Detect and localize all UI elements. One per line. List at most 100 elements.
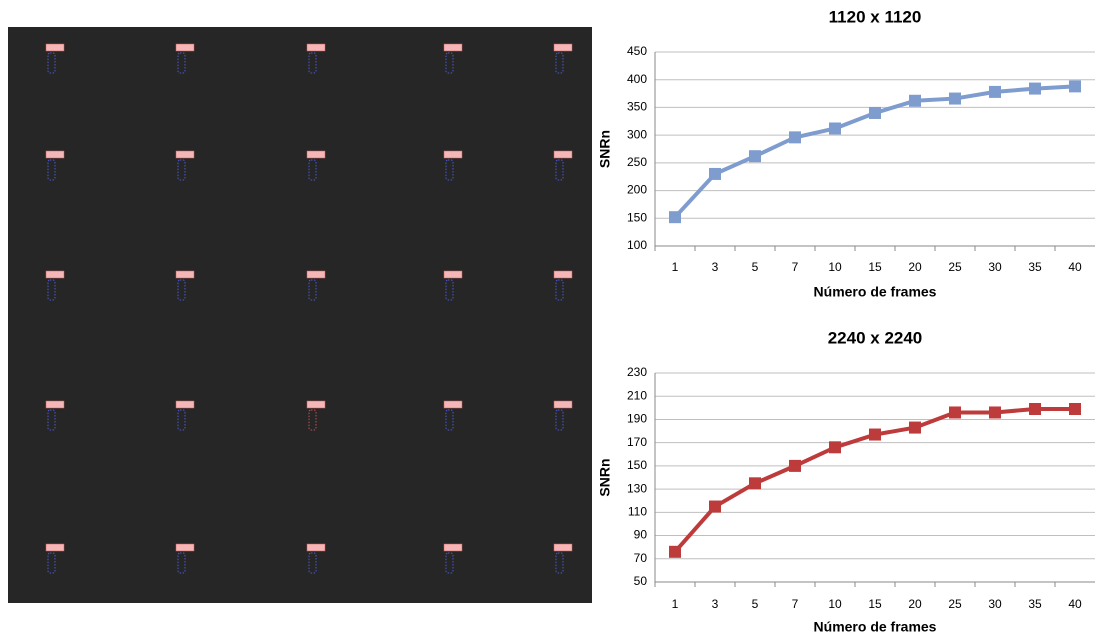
data-point [669,211,681,224]
y-tick-label: 190 [627,412,647,426]
x-tick-label: 35 [1028,260,1042,274]
roi-outline [177,159,186,181]
roi-label [45,543,65,552]
y-tick-label: 130 [627,481,647,495]
data-point [789,131,801,144]
chart-title: 2240 x 2240 [828,328,923,347]
micrograph [8,27,592,603]
roi-markers [45,43,573,574]
x-tick-label: 7 [792,597,799,611]
y-tick-label: 150 [627,458,647,472]
data-point [829,441,841,454]
data-point [1029,402,1041,415]
data-point [949,406,961,419]
y-tick-label: 400 [627,72,647,86]
y-tick-label: 150 [627,210,647,224]
data-point [1029,82,1041,95]
roi-label [553,150,573,159]
roi-label [45,400,65,409]
y-tick-label: 70 [634,551,648,565]
roi-outline [47,552,56,574]
roi-label [175,150,195,159]
data-point [669,545,681,558]
y-axis-label: SNRn [597,130,613,168]
roi-label [553,270,573,279]
roi-outline [555,279,564,301]
x-tick-label: 10 [828,597,842,611]
x-tick-label: 30 [988,260,1002,274]
x-tick-label: 3 [712,260,719,274]
roi-outline [177,279,186,301]
x-tick-label: 20 [908,260,922,274]
roi-outline [555,409,564,431]
y-tick-label: 50 [634,574,648,588]
x-tick-label: 15 [868,597,882,611]
x-tick-label: 20 [908,597,922,611]
y-tick-label: 90 [634,528,648,542]
x-tick-label: 5 [752,260,759,274]
roi-label [443,543,463,552]
x-tick-label: 40 [1068,597,1082,611]
roi-outline [308,409,317,431]
roi-label [306,43,326,52]
roi-outline [445,279,454,301]
roi-label [175,270,195,279]
data-point [989,85,1001,98]
data-point [709,167,721,180]
roi-outline [308,159,317,181]
x-tick-label: 40 [1068,260,1082,274]
roi-outline [47,52,56,74]
roi-outline [308,279,317,301]
roi-outline [555,552,564,574]
x-tick-label: 25 [948,597,962,611]
roi-outline [445,552,454,574]
data-point [949,92,961,105]
y-tick-label: 110 [628,505,647,519]
roi-label [306,400,326,409]
roi-label [553,400,573,409]
roi-label [443,150,463,159]
x-tick-label: 25 [948,260,962,274]
y-tick-label: 100 [627,238,647,252]
data-point [1069,80,1081,93]
y-tick-label: 450 [627,44,647,58]
y-tick-label: 230 [627,365,647,379]
x-tick-label: 3 [712,597,719,611]
x-tick-label: 7 [792,260,799,274]
x-tick-label: 35 [1028,597,1042,611]
roi-outline [177,552,186,574]
roi-label [175,543,195,552]
data-point [869,106,881,119]
x-axis-label: Número de frames [814,284,937,300]
roi-label [45,270,65,279]
x-tick-label: 5 [752,597,759,611]
x-tick-label: 30 [988,597,1002,611]
data-point [749,150,761,163]
y-tick-label: 210 [627,388,647,402]
roi-outline [47,409,56,431]
roi-label [553,43,573,52]
roi-outline [445,52,454,74]
roi-label [45,150,65,159]
data-point [749,477,761,490]
data-point [909,421,921,434]
y-tick-label: 170 [627,435,647,449]
x-tick-label: 1 [672,597,679,611]
roi-outline [445,409,454,431]
roi-label [443,43,463,52]
y-tick-label: 350 [627,100,647,114]
chart-title: 1120 x 1120 [829,7,922,26]
roi-label [443,270,463,279]
roi-outline [47,159,56,181]
y-axis-label: SNRn [597,458,613,496]
data-point [989,406,1001,419]
roi-outline [308,52,317,74]
roi-label [175,400,195,409]
roi-label [306,270,326,279]
data-point [709,500,721,513]
data-point [789,459,801,472]
data-point [909,94,921,107]
roi-outline [177,409,186,431]
x-tick-label: 15 [868,260,882,274]
